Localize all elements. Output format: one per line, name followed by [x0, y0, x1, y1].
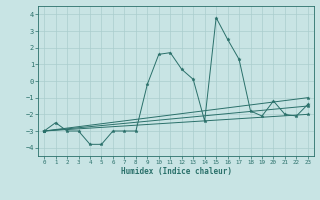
X-axis label: Humidex (Indice chaleur): Humidex (Indice chaleur): [121, 167, 231, 176]
